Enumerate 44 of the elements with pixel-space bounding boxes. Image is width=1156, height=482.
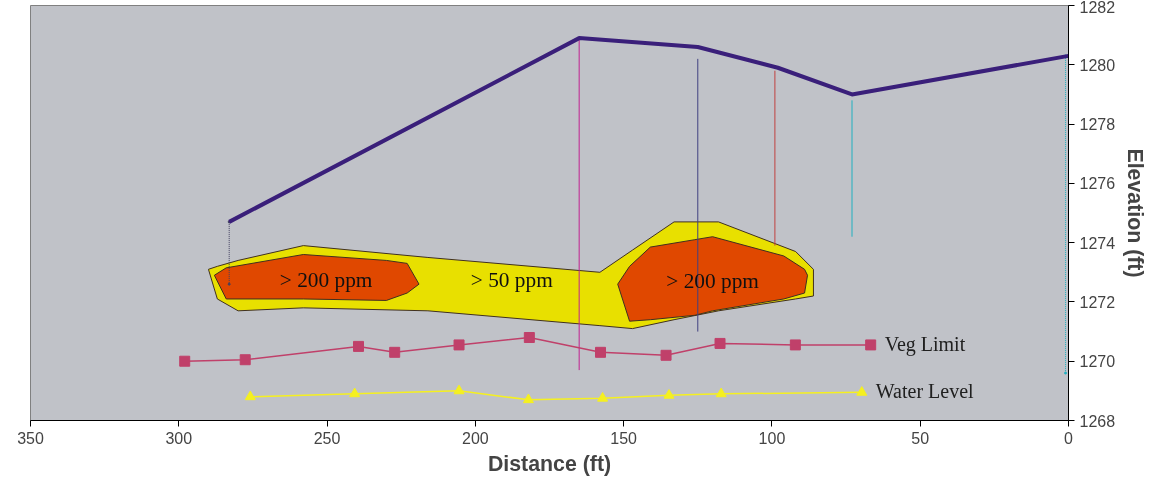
series-label: Veg Limit xyxy=(884,332,966,356)
y-tick-label: 1278 xyxy=(1079,116,1116,134)
point xyxy=(453,384,465,395)
x-tick-label: 200 xyxy=(462,429,489,447)
x-tick-label: 150 xyxy=(610,429,638,447)
point xyxy=(789,339,801,351)
point xyxy=(389,346,401,358)
point xyxy=(597,391,609,402)
point xyxy=(239,354,251,366)
x-tick-label: 0 xyxy=(1064,429,1074,447)
point xyxy=(1064,371,1068,375)
y-tick-label: 1282 xyxy=(1079,0,1116,16)
y-tick-label: 1268 xyxy=(1079,412,1116,430)
point xyxy=(714,337,726,349)
y-tick-label: 1280 xyxy=(1079,56,1116,74)
y-axis-title: Elevation (ft) xyxy=(1123,148,1148,278)
point xyxy=(227,282,231,286)
annotation: > 200 ppm xyxy=(279,267,373,292)
x-tick-label: 350 xyxy=(17,429,44,447)
point xyxy=(663,389,675,399)
y-tick-label: 1270 xyxy=(1079,353,1116,371)
series-label: Water Level xyxy=(875,380,975,403)
point xyxy=(865,339,877,351)
x-tick-label: 50 xyxy=(911,429,930,447)
y-tick-label: 1276 xyxy=(1079,175,1116,193)
x-tick-label: 100 xyxy=(758,429,786,447)
point xyxy=(715,387,727,398)
y-tick-label: 1272 xyxy=(1079,293,1116,311)
point xyxy=(523,332,535,343)
point xyxy=(353,340,365,352)
point xyxy=(595,346,607,358)
point xyxy=(660,349,672,361)
point xyxy=(244,390,256,401)
line-series xyxy=(227,36,1069,224)
x-tick-label: 300 xyxy=(165,429,193,447)
x-tick-label: 250 xyxy=(313,429,341,447)
annotation: > 50 ppm xyxy=(470,268,554,293)
y-tick-label: 1274 xyxy=(1079,234,1116,252)
point xyxy=(522,393,534,404)
point xyxy=(179,355,191,367)
point xyxy=(856,386,868,396)
point xyxy=(349,387,361,398)
point xyxy=(453,339,465,351)
x-axis-title: Distance (ft) xyxy=(487,451,612,476)
